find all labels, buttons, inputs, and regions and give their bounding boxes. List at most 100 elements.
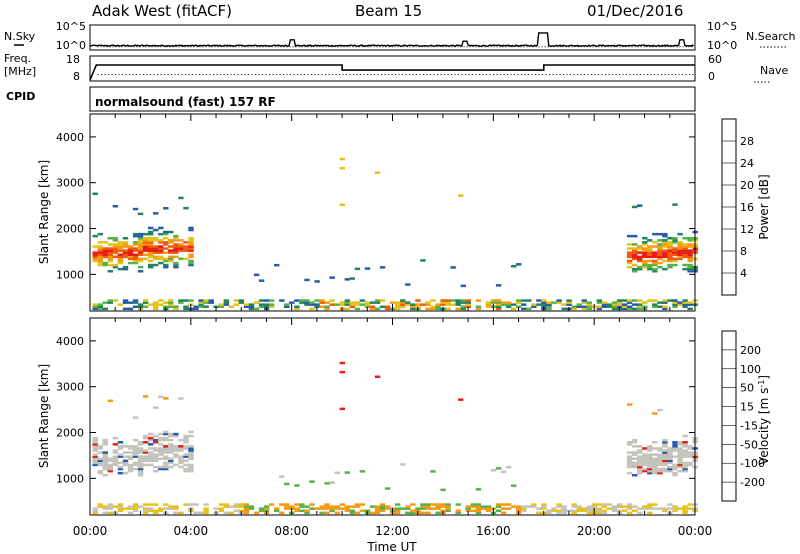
data-cell xyxy=(324,307,330,311)
data-cell xyxy=(526,299,532,302)
data-cell xyxy=(107,263,113,267)
data-cell xyxy=(178,249,184,252)
data-cell xyxy=(632,205,638,209)
data-cell xyxy=(652,441,658,444)
data-cell xyxy=(173,447,179,450)
data-cell xyxy=(173,251,179,254)
data-cell xyxy=(137,457,144,460)
data-cell xyxy=(173,245,179,248)
data-cell xyxy=(117,245,124,248)
data-cell xyxy=(495,503,502,506)
data-cell xyxy=(677,469,683,473)
data-cell xyxy=(153,511,159,515)
data-cell xyxy=(672,247,678,250)
data-cell xyxy=(178,196,184,200)
data-cell xyxy=(611,305,618,308)
data-cell xyxy=(470,503,476,506)
data-cell xyxy=(374,505,381,508)
data-cell xyxy=(117,509,124,512)
data-cell xyxy=(117,249,124,252)
data-cell xyxy=(294,503,300,506)
data-cell xyxy=(193,307,199,311)
data-cell xyxy=(672,455,678,458)
data-cell xyxy=(511,484,517,487)
data-cell xyxy=(183,241,189,244)
data-cell xyxy=(127,257,134,261)
data-cell xyxy=(480,505,487,508)
data-cell xyxy=(112,243,119,246)
colorbar-tick-label: 12 xyxy=(740,223,754,236)
data-cell xyxy=(531,303,537,306)
data-cell xyxy=(163,463,169,467)
data-cell xyxy=(188,253,194,256)
data-cell xyxy=(203,503,209,506)
data-cell xyxy=(148,243,154,246)
data-cell xyxy=(153,453,159,456)
cpid-text: normalsound (fast) 157 RF xyxy=(95,95,276,109)
data-cell xyxy=(163,461,169,465)
y-tick-label: 4000 xyxy=(56,131,84,144)
data-cell xyxy=(158,261,164,265)
data-cell xyxy=(369,307,376,311)
data-cell xyxy=(203,305,209,308)
data-cell xyxy=(591,505,597,508)
data-cell xyxy=(137,461,144,465)
data-cell xyxy=(395,303,401,306)
data-cell xyxy=(339,303,345,306)
data-cell xyxy=(359,470,366,473)
data-cell xyxy=(687,267,693,271)
data-cell xyxy=(652,299,658,302)
data-cell xyxy=(148,259,154,263)
data-cell xyxy=(662,451,668,454)
data-cell xyxy=(425,505,431,508)
data-cell xyxy=(400,305,406,308)
freq-label: Freq. xyxy=(4,52,31,65)
data-cell xyxy=(163,237,169,240)
data-cell xyxy=(102,263,108,267)
colorbar-tick-label: 24 xyxy=(740,157,754,170)
data-cell xyxy=(269,503,275,506)
data-cell xyxy=(369,511,376,515)
data-cell xyxy=(440,299,446,302)
data-cell xyxy=(682,449,688,452)
x-axis-tick-labels: 00:00 04:00 08:00 12:00 16:00 20:00 00:00 xyxy=(73,524,713,538)
data-cell xyxy=(112,247,119,250)
data-cell xyxy=(137,253,144,256)
data-cell xyxy=(127,447,134,450)
data-cell xyxy=(667,263,673,267)
data-cell xyxy=(183,445,189,448)
data-cell xyxy=(339,301,345,304)
data-cell xyxy=(269,299,275,302)
data-cell xyxy=(682,463,688,467)
data-cell xyxy=(284,305,290,308)
data-cell xyxy=(626,441,633,444)
data-cell xyxy=(682,249,688,252)
data-cell xyxy=(637,247,643,250)
data-cell xyxy=(364,301,371,304)
data-cell xyxy=(400,507,406,510)
data-cell xyxy=(117,259,124,263)
data-cell xyxy=(319,299,325,302)
data-cell xyxy=(652,232,658,236)
data-cell xyxy=(435,505,441,508)
data-cell xyxy=(647,253,653,256)
data-cell xyxy=(284,505,290,508)
data-cell xyxy=(339,370,345,374)
data-cell xyxy=(168,257,174,261)
data-cell xyxy=(102,505,108,508)
data-cell xyxy=(148,251,154,254)
data-cell xyxy=(168,303,174,306)
data-cell xyxy=(657,305,663,308)
data-cell xyxy=(183,434,189,438)
data-cell xyxy=(334,471,340,475)
data-cell xyxy=(425,511,431,515)
data-cell xyxy=(319,505,325,508)
data-cell xyxy=(470,505,476,508)
data-cell xyxy=(652,303,658,306)
data-cell xyxy=(148,436,154,440)
data-cell xyxy=(364,303,371,306)
data-cell xyxy=(632,441,638,444)
data-cell xyxy=(158,438,164,442)
data-cell xyxy=(148,463,154,467)
data-cell xyxy=(117,505,124,508)
